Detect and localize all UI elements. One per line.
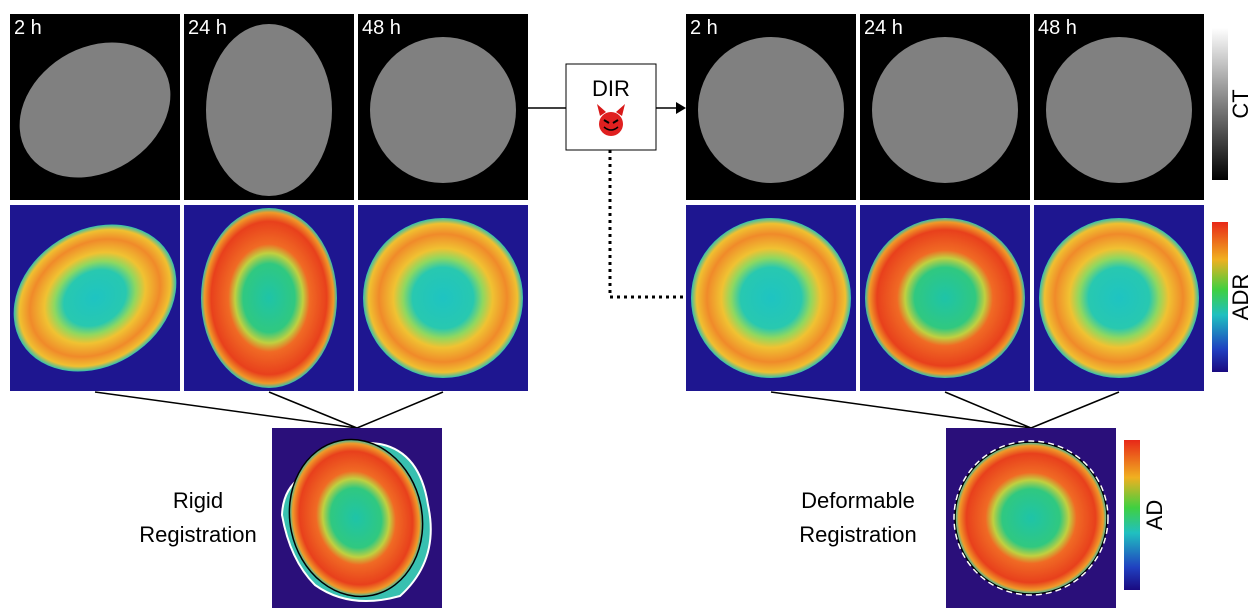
adr-shape	[865, 218, 1025, 378]
ad-colorbar	[1124, 440, 1140, 590]
time-label: 24 h	[188, 17, 227, 39]
dir-label: DIR	[592, 76, 630, 101]
dotted-connector	[610, 150, 686, 297]
ct-shape	[698, 37, 844, 183]
time-label: 24 h	[864, 17, 903, 39]
registration-label: Rigid	[173, 488, 223, 513]
body: 2 h 24 h 48 h 2 h 24 h 48 h CT ADR AD DI…	[0, 0, 1253, 608]
ad-shape	[955, 442, 1107, 594]
time-label: 2 h	[690, 17, 718, 39]
ct-shape	[206, 24, 332, 196]
adr-shape	[1039, 218, 1199, 378]
ct-shape	[872, 37, 1018, 183]
adr-shape	[363, 218, 523, 378]
page: {"left_panels": [{"label": "2 h"}, {"lab…	[0, 0, 1253, 608]
converge-lines	[95, 392, 1119, 428]
time-label: 2 h	[14, 17, 42, 39]
colorbar-label: CT	[1228, 89, 1253, 118]
colorbar-label: ADR	[1228, 274, 1253, 320]
colorbar-label: AD	[1142, 500, 1167, 531]
registration-label: Registration	[139, 522, 256, 547]
ct-shape	[370, 37, 516, 183]
time-label: 48 h	[362, 17, 401, 39]
ct-colorbar	[1212, 28, 1228, 180]
registration-label: Registration	[799, 522, 916, 547]
arrow-head	[676, 102, 686, 114]
time-label: 48 h	[1038, 17, 1077, 39]
adr-shape	[691, 218, 851, 378]
ct-shape	[1046, 37, 1192, 183]
registration-label: Deformable	[801, 488, 915, 513]
diagram: 2 h 24 h 48 h 2 h 24 h 48 h CT ADR AD DI…	[0, 0, 1253, 608]
adr-colorbar	[1212, 222, 1228, 372]
adr-shape	[201, 208, 337, 388]
